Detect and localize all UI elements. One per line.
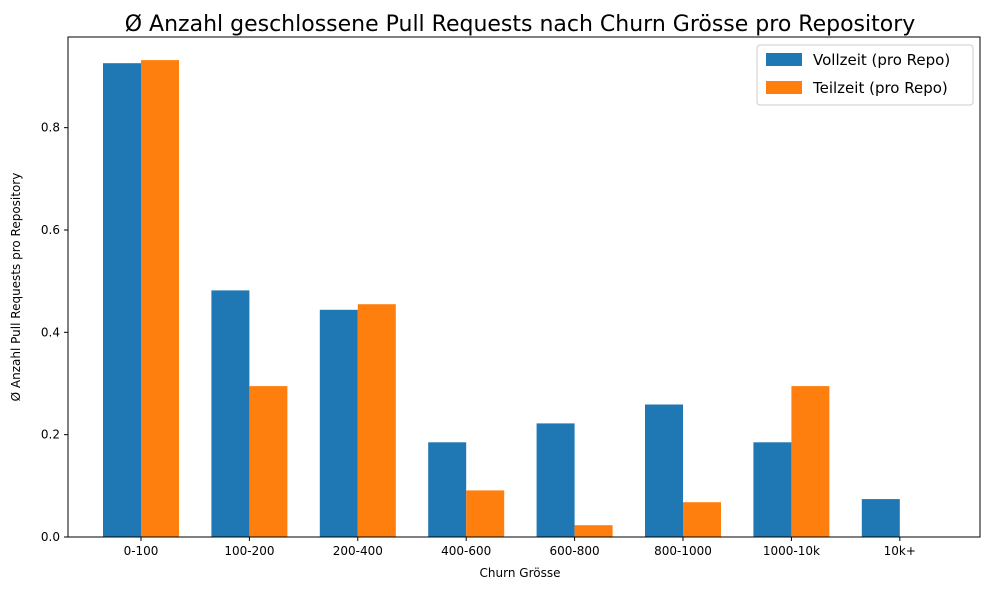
x-tick-label: 100-200 <box>224 544 274 558</box>
bar-vollzeit-400-600 <box>428 442 467 537</box>
x-tick-label: 800-1000 <box>654 544 712 558</box>
x-ticks: 0-100 100-200 200-400 400-600 600-800 800-100… <box>124 537 916 558</box>
legend-swatch-teilzeit <box>766 81 802 94</box>
y-tick-label: 0.4 <box>41 325 60 339</box>
bar-vollzeit-10k+ <box>861 499 900 537</box>
bar-vollzeit-800-1000 <box>645 404 683 537</box>
bar-teilzeit-800-1000 <box>683 502 721 537</box>
legend-swatch-vollzeit <box>766 53 802 66</box>
y-tick-label: 0.2 <box>41 428 60 442</box>
x-tick-label: 10k+ <box>884 544 916 558</box>
x-tick-label: 400-600 <box>441 544 491 558</box>
bar-teilzeit-600-800 <box>574 525 613 537</box>
legend-label-teilzeit: Teilzeit (pro Repo) <box>812 79 948 97</box>
y-axis-label: Ø Anzahl Pull Requests pro Repository <box>9 173 23 402</box>
bar-vollzeit-600-800 <box>536 423 575 537</box>
chart-title: Ø Anzahl geschlossene Pull Requests nach… <box>125 12 916 37</box>
bar-vollzeit-0-100 <box>103 63 141 537</box>
bar-teilzeit-400-600 <box>466 490 505 537</box>
bar-vollzeit-1000-10k <box>753 442 792 537</box>
bar-teilzeit-1000-10k <box>791 386 830 537</box>
legend-label-vollzeit: Vollzeit (pro Repo) <box>813 51 950 69</box>
y-tick-label: 0.6 <box>41 223 60 237</box>
y-tick-label: 0.0 <box>41 530 60 544</box>
y-tick-label: 0.8 <box>41 121 60 135</box>
legend: Vollzeit (pro Repo) Teilzeit (pro Repo) <box>756 44 974 106</box>
x-tick-label: 0-100 <box>124 544 159 558</box>
plot-frame <box>67 36 981 538</box>
bar-teilzeit-0-100 <box>141 60 179 537</box>
x-tick-label: 200-400 <box>333 544 383 558</box>
legend-box <box>756 44 974 106</box>
bars-group <box>103 60 900 537</box>
y-ticks: 0.0 0.2 0.4 0.6 0.8 <box>41 121 68 544</box>
bar-vollzeit-200-400 <box>319 309 358 537</box>
bar-teilzeit-100-200 <box>249 386 288 537</box>
bar-vollzeit-100-200 <box>211 290 250 537</box>
bar-teilzeit-200-400 <box>357 304 396 537</box>
x-tick-label: 600-800 <box>550 544 600 558</box>
x-tick-label: 1000-10k <box>763 544 820 558</box>
x-axis-label: Churn Grösse <box>480 566 561 580</box>
